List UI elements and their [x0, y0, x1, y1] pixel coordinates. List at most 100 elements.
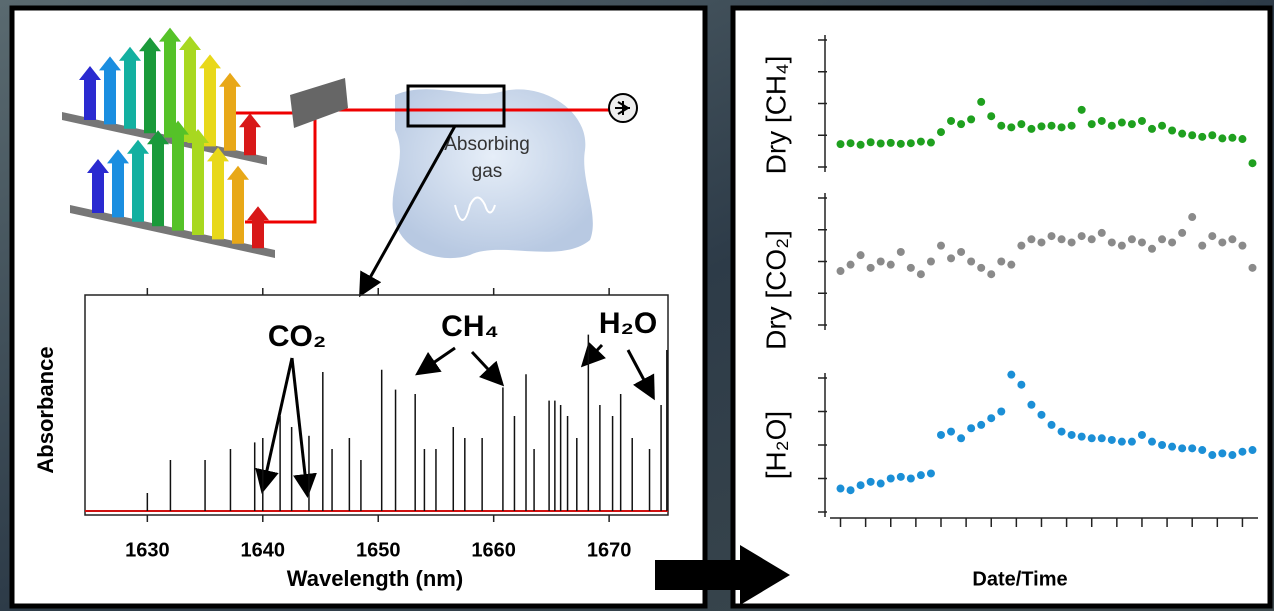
data-point	[1037, 410, 1046, 419]
data-point	[997, 121, 1006, 130]
data-point	[967, 115, 976, 124]
data-point	[1208, 232, 1217, 241]
data-point	[997, 407, 1006, 416]
data-point	[967, 257, 976, 266]
data-point	[1097, 228, 1106, 237]
data-point	[1248, 446, 1257, 455]
gas-label: gas	[472, 161, 503, 182]
data-point	[1077, 432, 1086, 441]
x-axis-label: Date/Time	[972, 568, 1067, 590]
data-point	[1027, 400, 1036, 409]
data-point	[836, 484, 845, 493]
x-tick-label: 1650	[356, 539, 401, 561]
plot-frame	[84, 294, 669, 516]
data-point	[1158, 441, 1167, 449]
data-point	[1047, 121, 1056, 130]
data-point	[1168, 442, 1177, 451]
comb-tooth	[247, 206, 269, 249]
data-point	[1107, 121, 1116, 130]
data-point	[1198, 132, 1207, 141]
data-point	[1238, 135, 1247, 144]
data-point	[1017, 120, 1026, 129]
laser-beam	[245, 113, 317, 224]
data-point	[977, 420, 986, 429]
flow-arrow	[655, 545, 790, 605]
data-point	[1178, 228, 1187, 237]
data-point	[926, 138, 935, 147]
data-point	[1168, 126, 1177, 135]
data-point	[1007, 260, 1016, 269]
data-point	[947, 116, 956, 125]
comb-tooth	[119, 46, 141, 129]
data-point	[886, 260, 895, 269]
data-point	[846, 260, 855, 269]
data-point	[916, 137, 925, 146]
data-point	[906, 263, 915, 272]
y-axis-label: Absorbance	[33, 346, 58, 473]
data-point	[1137, 238, 1146, 247]
data-point	[926, 469, 935, 478]
data-point	[1228, 235, 1237, 244]
gas-label: Absorbing	[444, 134, 530, 155]
data-point	[836, 267, 845, 276]
data-point	[876, 257, 885, 266]
data-point	[936, 128, 945, 137]
comb-tooth	[127, 139, 149, 222]
annotation: H₂O	[599, 307, 657, 340]
data-point	[977, 263, 986, 272]
data-point	[1148, 437, 1157, 446]
data-point	[1158, 121, 1167, 130]
beam-combiner	[290, 78, 348, 128]
detector-symbol	[615, 101, 630, 115]
annotation-arrow	[415, 346, 456, 376]
data-point	[957, 434, 966, 443]
annotation: CH₄	[441, 310, 499, 343]
data-point	[1017, 380, 1026, 389]
data-point	[1087, 434, 1096, 443]
data-point	[977, 97, 986, 106]
data-point	[1047, 420, 1056, 429]
data-point	[1218, 449, 1227, 458]
data-point	[896, 247, 905, 256]
data-point	[1007, 370, 1016, 379]
comb-tooth	[99, 56, 121, 125]
data-point	[1027, 235, 1036, 244]
data-point	[856, 251, 865, 260]
legend-label: Dry [CH₄]	[760, 56, 791, 175]
data-point	[846, 486, 855, 495]
data-point	[947, 254, 956, 263]
data-point	[1188, 213, 1197, 222]
data-point	[1178, 129, 1187, 138]
absorption-dip	[454, 196, 496, 221]
annotation-arrow	[470, 350, 505, 387]
x-tick-label: 1630	[125, 539, 170, 561]
data-point	[967, 424, 976, 433]
data-point	[1127, 437, 1136, 446]
data-point	[1188, 131, 1197, 140]
data-point	[896, 139, 905, 148]
data-point	[1057, 235, 1066, 244]
annotation-arrow	[626, 349, 655, 401]
comb-base	[70, 205, 275, 258]
data-point	[1047, 232, 1056, 241]
data-point	[997, 257, 1006, 266]
data-point	[1248, 159, 1257, 168]
data-point	[1127, 120, 1136, 129]
data-point	[896, 472, 905, 481]
data-point	[987, 414, 996, 423]
data-point	[906, 139, 915, 148]
data-point	[886, 474, 895, 483]
x-tick-label: 1640	[241, 539, 286, 561]
data-point	[1208, 131, 1217, 140]
data-point	[1067, 430, 1076, 439]
comb-tooth	[79, 66, 101, 120]
data-point	[1087, 120, 1096, 129]
comb-tooth	[147, 130, 169, 227]
data-point	[1238, 241, 1247, 250]
x-tick-label: 1660	[471, 539, 516, 561]
data-point	[1027, 124, 1036, 133]
time-series-chart: Dry [CH₄] Dry [CO₂] [H₂O] Date/Time	[760, 35, 1258, 590]
data-point	[906, 474, 915, 483]
data-point	[1248, 263, 1257, 272]
